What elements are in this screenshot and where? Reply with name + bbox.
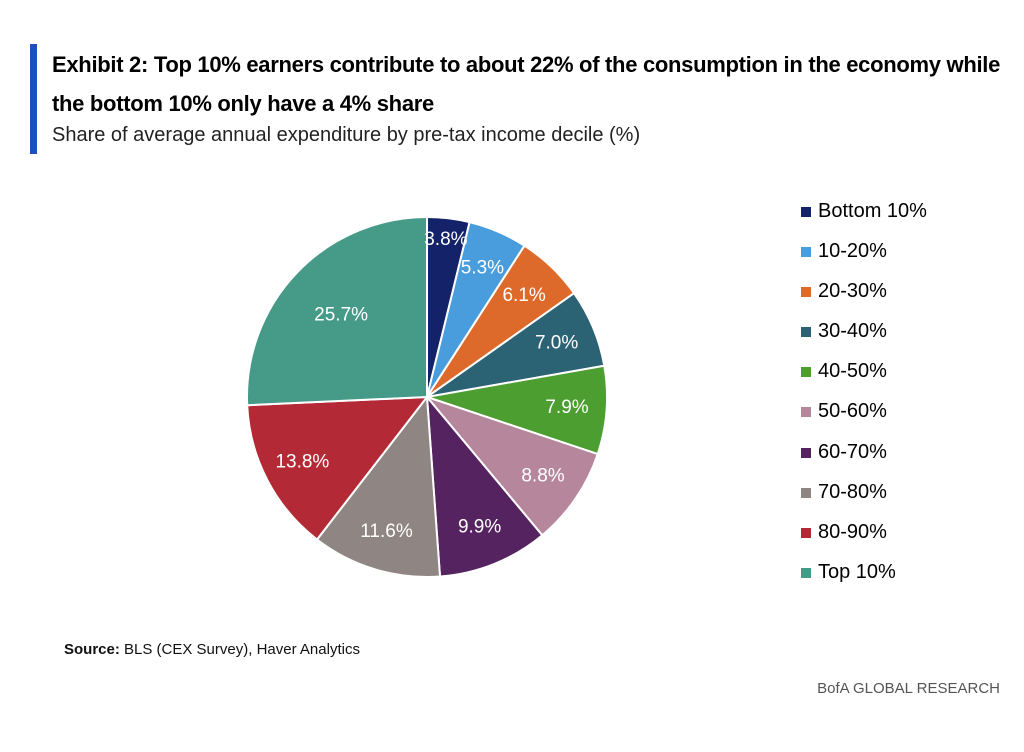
legend-swatch: [801, 567, 811, 578]
slice-data-label: 7.9%: [545, 397, 588, 418]
legend-item: Bottom 10%: [801, 196, 927, 236]
legend-label: 10-20%: [818, 240, 887, 263]
chart-title: Exhibit 2: Top 10% earners contribute to…: [52, 52, 1001, 116]
legend-swatch: [801, 447, 811, 458]
legend-swatch: [801, 247, 811, 258]
legend-swatch: [801, 327, 811, 338]
legend-item: 70-80%: [801, 477, 927, 517]
legend-swatch: [801, 407, 811, 418]
pie-slice: [426, 396, 599, 537]
source-text: BLS (CEX Survey), Haver Analytics: [119, 641, 360, 658]
slice-data-label: 5.3%: [461, 258, 504, 279]
pie-slices: [246, 216, 608, 578]
legend-label: 50-60%: [818, 400, 887, 423]
legend-item: 80-90%: [801, 517, 927, 557]
legend-label: 70-80%: [818, 480, 887, 503]
slice-data-label: 7.0%: [535, 333, 578, 354]
legend-swatch: [801, 367, 811, 378]
slice-data-label: 11.6%: [360, 521, 413, 542]
pie-slice: [246, 396, 428, 541]
pie-slice-labels: 3.8% 5.3% 6.1% 7.0% 7.9% 8.8% 9.9% 11.6% 13.8% 25…: [275, 229, 588, 542]
slice-data-label: 9.9%: [458, 517, 501, 538]
legend-label: 30-40%: [818, 320, 887, 343]
pie-slice: [426, 396, 544, 578]
brand-footer: BofA GLOBAL RESEARCH: [817, 680, 1000, 697]
legend-swatch: [801, 527, 811, 538]
legend-item: 50-60%: [801, 396, 927, 436]
chart-subtitle: Share of average annual expenditure by p…: [52, 124, 641, 146]
title-accent-bar: [30, 44, 37, 154]
legend-item: 30-40%: [801, 316, 927, 356]
legend-label: 40-50%: [818, 360, 887, 383]
legend-label: Bottom 10%: [818, 200, 927, 222]
legend-label: 60-70%: [818, 440, 887, 463]
legend-label: Top 10%: [818, 560, 896, 583]
source-prefix: Source:: [64, 641, 120, 658]
legend-item: 10-20%: [801, 236, 927, 276]
slice-data-label: 6.1%: [502, 285, 545, 306]
legend-swatch: [801, 487, 811, 498]
legend-item: Top 10%: [801, 557, 927, 597]
legend-item: 20-30%: [801, 276, 927, 316]
slice-data-label: 13.8%: [275, 451, 329, 472]
legend-swatch: [801, 207, 811, 217]
pie-slice: [246, 216, 428, 407]
chart-legend: Bottom 10% 10-20% 20-30% 30-40% 40-50% 50-60%…: [801, 196, 927, 597]
legend-item: 60-70%: [801, 437, 927, 477]
legend-label: 20-30%: [818, 280, 887, 303]
legend-swatch: [801, 287, 811, 298]
source-note: Source: BLS (CEX Survey), Haver Analytic…: [64, 639, 360, 661]
slice-data-label: 8.8%: [521, 466, 564, 487]
legend-item: 40-50%: [801, 356, 927, 396]
pie-slice: [316, 396, 442, 578]
slice-data-label: 3.8%: [424, 229, 467, 250]
slice-data-label: 25.7%: [314, 304, 368, 325]
legend-label: 80-90%: [818, 520, 887, 543]
